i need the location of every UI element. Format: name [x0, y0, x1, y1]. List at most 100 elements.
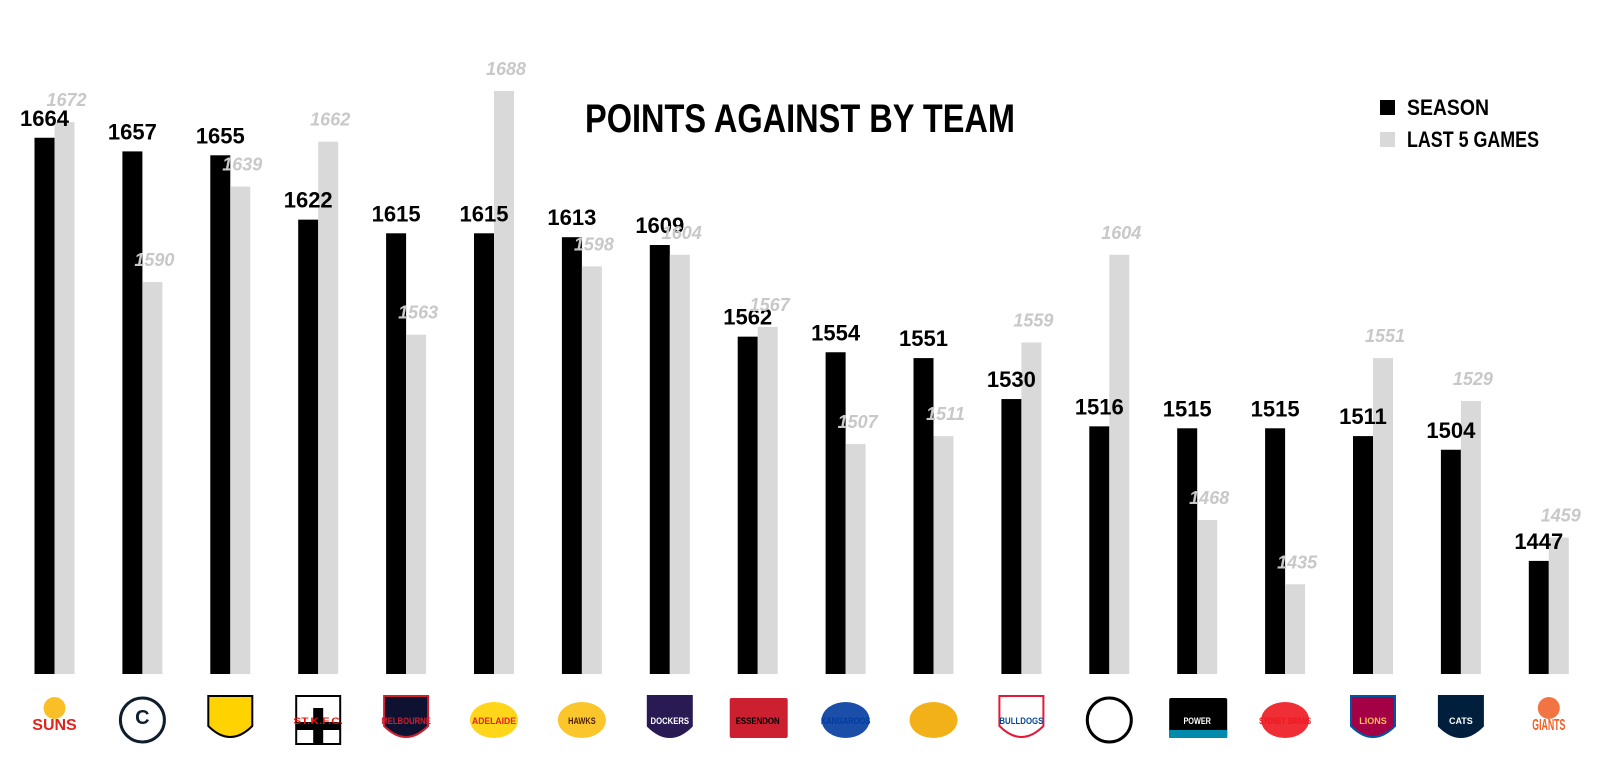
team-logo-icon: BULLDOGS [998, 695, 1045, 738]
team-logo-icon: GIANTS [1532, 697, 1565, 734]
last5-bar [142, 282, 163, 674]
last5-bar [757, 326, 778, 674]
team-logo-text: MELBOURNE [381, 716, 431, 726]
team-logos-group: SUNS C ST.K.F.C. MELBOURNE ADELAIDE HAWKS DOCK… [32, 695, 1565, 745]
bars-group [34, 90, 1569, 675]
season-bar [298, 219, 319, 674]
last5-value-label: 1563 [398, 303, 438, 323]
team-logo-text: GIANTS [1532, 717, 1565, 734]
season-value-label: 1554 [811, 320, 861, 345]
last5-bar [581, 266, 602, 674]
season-bar [1177, 428, 1198, 674]
legend-label-last5: LAST 5 GAMES [1407, 127, 1539, 152]
last5-bar [1197, 519, 1218, 674]
team-logo-icon [207, 695, 254, 738]
season-bar [913, 358, 934, 674]
team-logo-icon: DOCKERS [646, 695, 693, 738]
season-value-label: 1530 [987, 367, 1036, 392]
team-logo-icon: CATS [1437, 695, 1484, 738]
team-logo-icon [909, 702, 958, 738]
season-bar [1265, 428, 1286, 674]
chart-legend: SEASON LAST 5 GAMES [1380, 95, 1539, 152]
season-value-label: 1622 [284, 188, 333, 213]
team-logo-icon: C [118, 696, 166, 744]
team-logo-text: CATS [1449, 716, 1473, 726]
team-logo-icon [1085, 696, 1133, 744]
last5-value-label: 1639 [222, 155, 262, 175]
season-value-label: 1515 [1163, 396, 1212, 421]
last5-value-label: 1598 [574, 234, 614, 254]
last5-bar [1109, 254, 1130, 674]
team-logo-text: POWER [1183, 716, 1211, 726]
season-bar [386, 233, 407, 675]
team-logo-icon: KANGAROOS [821, 702, 871, 738]
team-logo-icon: HAWKS [557, 702, 606, 738]
chart-title: POINTS AGAINST BY TEAM [585, 97, 1015, 141]
season-bar [1440, 449, 1461, 674]
team-logo-icon: ST.K.F.C. [293, 695, 343, 745]
team-logo-text: SYDNEY SWANS [1259, 716, 1311, 726]
last5-value-label: 1567 [750, 295, 791, 315]
last5-value-label: 1468 [1189, 488, 1229, 508]
last5-bar [669, 254, 690, 674]
team-logo-icon: SUNS [32, 697, 77, 734]
season-bar [1089, 426, 1110, 674]
team-logo-text: LIONS [1359, 716, 1387, 726]
season-value-label: 1655 [196, 123, 245, 148]
season-value-label: 1447 [1514, 529, 1563, 554]
last5-bar [406, 334, 427, 674]
legend-label-season: SEASON [1407, 95, 1489, 120]
season-value-label: 1657 [108, 119, 157, 144]
legend-swatch-last5 [1380, 132, 1395, 147]
season-value-label: 1615 [460, 201, 509, 226]
season-bar [649, 245, 670, 674]
team-logo-icon: SYDNEY SWANS [1259, 702, 1311, 738]
season-bar [561, 237, 582, 674]
last5-bar [1548, 537, 1569, 674]
last5-bar [1021, 342, 1042, 674]
season-value-label: 1562 [723, 305, 772, 330]
last5-value-label: 1511 [926, 404, 965, 424]
season-value-label: 1613 [547, 205, 596, 230]
last5-bar [1285, 584, 1306, 674]
team-logo-text: SUNS [32, 717, 77, 734]
team-logo-text: KANGAROOS [821, 716, 871, 726]
season-value-label: 1551 [899, 326, 948, 351]
last5-value-label: 1459 [1541, 506, 1581, 526]
last5-bar [494, 90, 514, 674]
last5-value-label: 1688 [486, 59, 526, 79]
last5-value-label: 1662 [310, 110, 350, 130]
season-value-label: 1504 [1426, 418, 1476, 443]
last5-bar [318, 141, 339, 674]
last5-value-label: 1590 [134, 250, 174, 270]
season-value-label: 1516 [1075, 394, 1124, 419]
season-bar [825, 352, 846, 674]
season-bar [34, 137, 55, 674]
last5-value-label: 1604 [1101, 223, 1141, 243]
team-logo-icon: ADELAIDE [470, 702, 518, 738]
season-bar [1353, 436, 1373, 674]
season-value-label: 1615 [372, 201, 421, 226]
legend-swatch-season [1380, 100, 1395, 115]
season-bar [737, 336, 758, 674]
season-bar [122, 151, 143, 674]
last5-value-label: 1529 [1453, 369, 1493, 389]
last5-bar [1373, 358, 1393, 674]
team-logo-text: ST.K.F.C. [293, 716, 343, 726]
last5-bar [933, 436, 954, 674]
team-logo-icon: LIONS [1350, 695, 1396, 738]
season-bar [1001, 399, 1022, 674]
team-logo-icon: ESSENDON [729, 698, 788, 738]
team-logo-text: HAWKS [568, 716, 596, 726]
last5-bar [230, 186, 251, 674]
team-logo-icon: MELBOURNE [381, 695, 431, 738]
season-bar [1528, 560, 1549, 674]
season-value-label: 1664 [20, 106, 70, 131]
team-logo-text: ESSENDON [736, 716, 780, 726]
last5-value-label: 1604 [662, 223, 702, 243]
last5-value-label: 1551 [1365, 326, 1405, 346]
season-bar [474, 233, 494, 675]
last5-value-label: 1672 [46, 90, 86, 110]
